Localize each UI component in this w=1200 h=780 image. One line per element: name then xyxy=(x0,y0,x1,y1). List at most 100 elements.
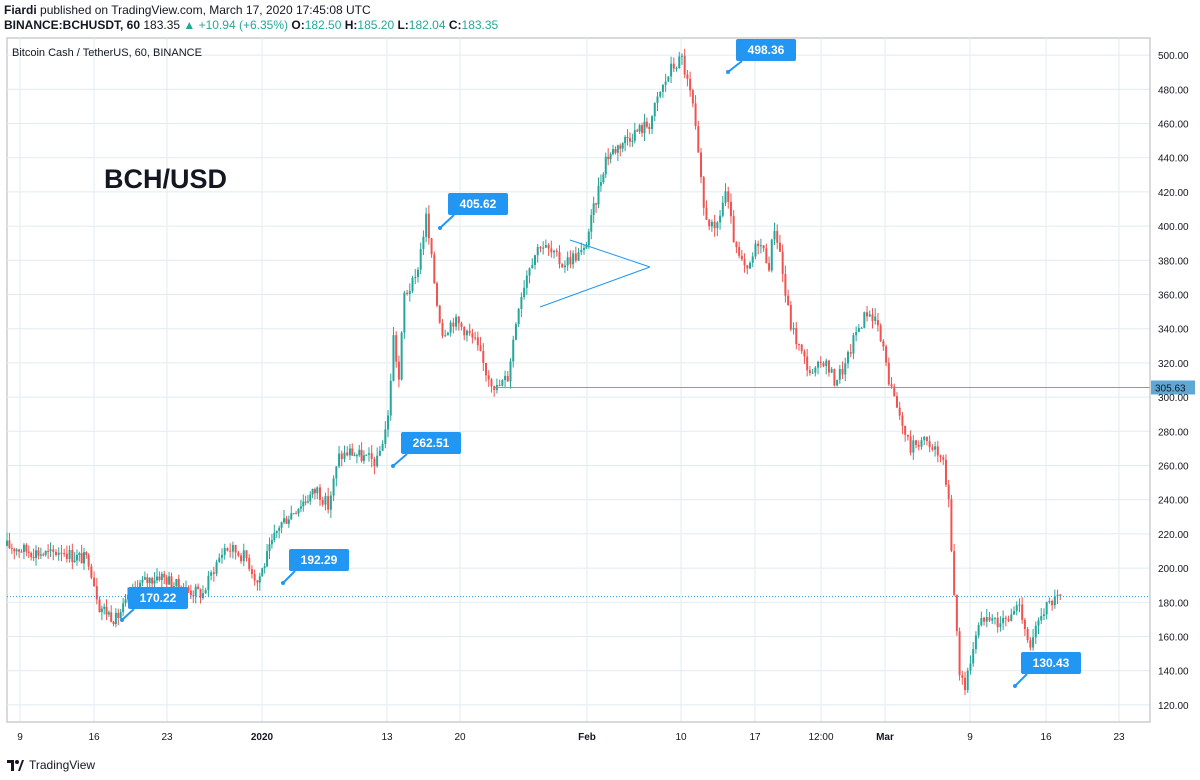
candle-body xyxy=(572,253,575,265)
candle-body xyxy=(1018,604,1021,606)
candle-body xyxy=(392,335,395,381)
candle-body xyxy=(738,247,741,256)
candle-body xyxy=(457,316,460,324)
candle-body xyxy=(340,453,343,460)
candle-body xyxy=(479,345,482,352)
plot-frame xyxy=(6,37,1151,723)
candle-body xyxy=(1042,614,1045,617)
candle-body xyxy=(177,579,180,589)
candle-body xyxy=(569,257,572,265)
last-price: 183.35 xyxy=(143,18,181,32)
candle-body xyxy=(1026,629,1029,641)
candle-body xyxy=(107,612,110,615)
candle-body xyxy=(558,252,561,265)
candle-body xyxy=(231,545,234,552)
candle-body xyxy=(329,495,332,510)
candle-body xyxy=(525,275,528,288)
candle-body xyxy=(762,245,765,249)
candle-body xyxy=(8,540,11,548)
candle-body xyxy=(833,369,836,386)
candle-body xyxy=(787,295,790,305)
candle-body xyxy=(444,335,447,337)
candle-body xyxy=(670,63,673,77)
callout-anchor xyxy=(120,618,124,622)
chart-title: Bitcoin Cash / TetherUS, 60, BINANCE xyxy=(12,47,202,59)
candle-body xyxy=(460,323,463,327)
candle-body xyxy=(1034,625,1037,638)
candle-body xyxy=(65,553,68,560)
x-tick-label: 20 xyxy=(454,732,466,743)
candle-body xyxy=(638,125,641,132)
x-tick-label: 9 xyxy=(967,732,973,743)
y-tick-label: 480.00 xyxy=(1158,85,1189,96)
author-name[interactable]: Fiardi xyxy=(4,3,37,17)
candle-body xyxy=(338,453,341,467)
candle-body xyxy=(358,449,361,456)
candle-body xyxy=(675,68,678,70)
candle-body xyxy=(624,137,627,144)
candle-body xyxy=(713,221,716,229)
candle-body xyxy=(485,362,488,376)
candle-body xyxy=(977,625,980,636)
candle-body xyxy=(501,380,504,386)
triangle-upper-line xyxy=(569,239,651,268)
candle-body xyxy=(653,102,656,117)
candle-body xyxy=(887,362,890,385)
candle-body xyxy=(628,138,631,142)
candle-body xyxy=(335,466,338,479)
open-value: 182.50 xyxy=(304,18,342,32)
candle-body xyxy=(163,573,166,578)
candle-body xyxy=(636,130,639,132)
candle-body xyxy=(406,292,409,294)
candle-body xyxy=(641,125,644,133)
candle-body xyxy=(117,612,120,618)
candle-body xyxy=(988,617,991,621)
close-value: 183.35 xyxy=(461,18,499,32)
candle-body xyxy=(806,356,809,371)
candle-body xyxy=(895,396,898,408)
callout-box xyxy=(289,549,349,571)
candle-body xyxy=(253,574,256,581)
callout-anchor xyxy=(281,581,285,585)
candle-body xyxy=(482,351,485,363)
candle-body xyxy=(263,566,266,569)
candle-body xyxy=(616,145,619,153)
candle-body xyxy=(13,548,16,552)
candle-body xyxy=(395,335,398,362)
candle-body xyxy=(599,182,602,186)
candle-body xyxy=(1010,614,1013,621)
symbol-label[interactable]: BINANCE:BCHUSDT, 60 xyxy=(4,18,141,32)
candle-body xyxy=(754,243,757,257)
candle-body xyxy=(1004,617,1007,620)
y-tick-label: 160.00 xyxy=(1158,633,1189,644)
candle-body xyxy=(278,527,281,531)
high-label: H: xyxy=(344,18,358,32)
candle-body xyxy=(694,103,697,127)
candle-body xyxy=(373,458,376,467)
candle-body xyxy=(759,245,762,247)
y-tick-label: 240.00 xyxy=(1158,496,1189,507)
candle-body xyxy=(577,252,580,261)
candle-body xyxy=(290,513,293,520)
candle-body xyxy=(898,407,901,416)
candle-body xyxy=(234,545,237,553)
candle-body xyxy=(362,455,365,461)
candle-body xyxy=(942,457,945,460)
callout-box xyxy=(401,432,461,454)
candle-body xyxy=(1023,619,1026,630)
candle-body xyxy=(465,330,468,336)
candle-body xyxy=(455,316,458,327)
candle-body xyxy=(587,231,590,246)
candle-body xyxy=(819,361,822,364)
candle-body xyxy=(983,617,986,622)
tradingview-logo[interactable]: TradingView xyxy=(6,758,95,772)
candle-body xyxy=(285,518,288,524)
candle-body xyxy=(626,137,629,139)
callout-pointer xyxy=(282,570,296,584)
candle-body xyxy=(841,368,844,375)
callout-label: 130.43 xyxy=(1033,656,1070,670)
y-tick-label: 500.00 xyxy=(1158,51,1189,62)
candle-body xyxy=(82,552,85,564)
candle-body xyxy=(784,274,787,296)
